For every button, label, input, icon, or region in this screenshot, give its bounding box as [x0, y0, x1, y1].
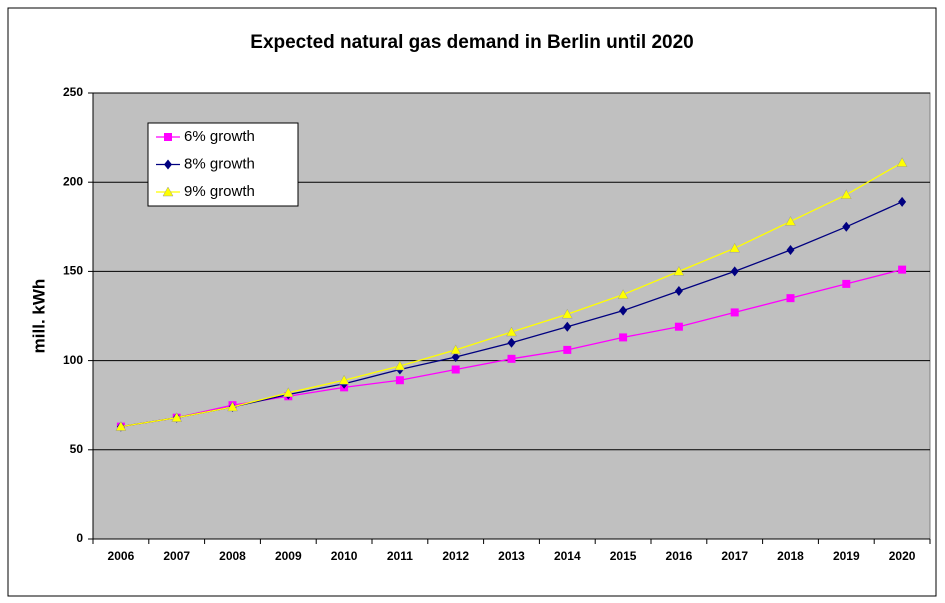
marker	[842, 221, 851, 232]
marker	[674, 286, 683, 297]
marker	[729, 242, 741, 253]
marker	[164, 159, 172, 170]
x-tick-label: 2017	[721, 549, 748, 563]
marker	[563, 321, 572, 332]
marker	[451, 352, 460, 363]
marker	[507, 337, 516, 348]
y-tick-label: 200	[63, 174, 83, 188]
marker	[171, 412, 183, 422]
x-tick-label: 2009	[275, 549, 302, 563]
y-axis-label: mill. kWh	[29, 279, 48, 354]
marker	[674, 322, 683, 331]
marker	[162, 186, 174, 197]
marker	[506, 326, 517, 337]
marker	[842, 279, 851, 288]
x-tick-label: 2013	[498, 549, 525, 563]
marker	[898, 196, 907, 207]
legend-label: 6% growth	[184, 128, 255, 145]
y-tick-label: 100	[63, 353, 83, 367]
marker	[563, 345, 572, 354]
marker	[730, 308, 739, 317]
marker	[227, 401, 238, 412]
marker	[673, 265, 685, 276]
legend: 6% growth 8% growth 9% growth	[147, 122, 299, 207]
x-tick-label: 2015	[610, 549, 637, 563]
marker	[507, 354, 516, 363]
legend-label: 8% growth	[184, 155, 255, 172]
marker	[164, 133, 172, 141]
x-tick-label: 2011	[387, 549, 413, 563]
marker	[282, 387, 294, 397]
marker	[451, 365, 460, 374]
x-tick-label: 2019	[833, 549, 860, 563]
legend-label: 9% growth	[184, 183, 255, 200]
x-tick-label: 2014	[554, 549, 581, 563]
marker	[730, 266, 739, 277]
x-tick-label: 2010	[331, 549, 358, 563]
y-tick-label: 250	[63, 85, 83, 99]
y-tick-label: 150	[63, 264, 83, 278]
marker	[619, 333, 628, 342]
x-tick-label: 2008	[219, 549, 246, 563]
marker	[786, 244, 795, 255]
marker	[786, 294, 795, 303]
marker	[115, 421, 127, 431]
x-tick-label: 2018	[777, 549, 804, 563]
y-tick-label: 50	[70, 442, 84, 456]
marker	[394, 360, 406, 371]
marker	[561, 308, 573, 319]
marker	[785, 215, 796, 226]
marker	[617, 289, 629, 299]
marker	[896, 157, 908, 167]
marker	[338, 374, 350, 385]
marker	[450, 344, 462, 355]
marker	[840, 189, 852, 199]
x-tick-label: 2012	[442, 549, 469, 563]
x-tick-label: 2016	[666, 549, 693, 563]
y-tick-label: 0	[76, 531, 83, 545]
marker	[619, 305, 628, 316]
chart-title: Expected natural gas demand in Berlin un…	[250, 32, 693, 53]
marker	[898, 265, 907, 274]
x-tick-label: 2006	[108, 549, 135, 563]
marker	[395, 376, 404, 385]
x-tick-label: 2020	[889, 549, 916, 563]
x-tick-label: 2007	[163, 549, 190, 563]
